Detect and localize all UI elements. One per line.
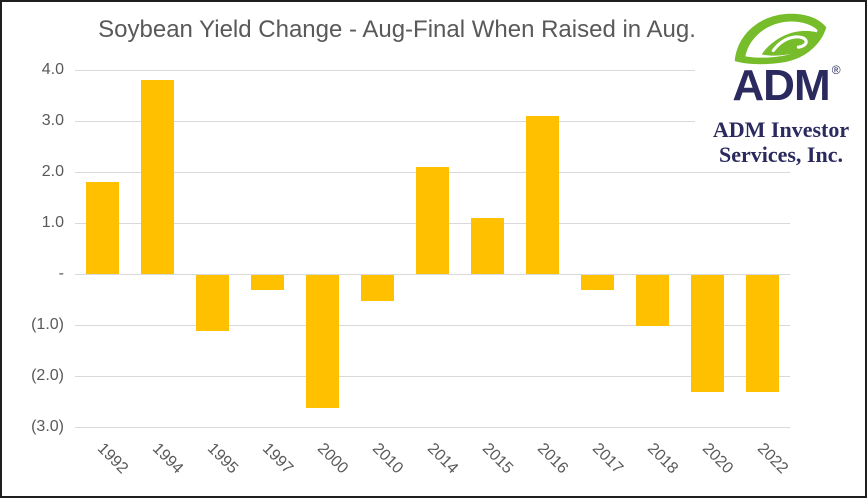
x-tick-label: 2000 xyxy=(313,440,351,478)
adm-wordmark-row: ADM ® xyxy=(732,61,840,110)
company-name-line1: ADM Investor xyxy=(712,117,850,142)
x-tick-label: 2018 xyxy=(643,440,681,478)
gridline xyxy=(75,274,790,275)
gridline xyxy=(75,325,790,326)
x-tick-label: 2015 xyxy=(478,440,516,478)
y-tick-label: 2.0 xyxy=(41,163,64,180)
x-tick-label: 1994 xyxy=(148,440,186,478)
x-tick-label: 2022 xyxy=(753,440,791,478)
company-name-line2: Services, Inc. xyxy=(718,142,843,167)
chart-title: Soybean Yield Change - Aug-Final When Ra… xyxy=(98,16,696,43)
y-tick-label: (2.0) xyxy=(31,367,64,384)
bar-2016 xyxy=(526,115,559,274)
x-tick-label: 2017 xyxy=(588,440,626,478)
adm-wordmark: ADM xyxy=(732,61,830,110)
bar-1992 xyxy=(86,182,119,274)
company-name: ADM Investor Services, Inc. xyxy=(713,117,849,167)
x-tick-label: 2014 xyxy=(423,440,461,478)
bar-1997 xyxy=(251,275,284,291)
x-tick-label: 1995 xyxy=(203,440,241,478)
adm-leaf-icon xyxy=(731,11,831,65)
bar-2018 xyxy=(636,275,669,326)
x-tick-label: 1997 xyxy=(258,440,296,478)
bar-1995 xyxy=(196,275,229,332)
bar-2022 xyxy=(746,275,779,393)
registered-trademark-icon: ® xyxy=(831,63,841,77)
bar-1994 xyxy=(141,80,174,274)
x-tick-label: 2010 xyxy=(368,440,406,478)
bar-2020 xyxy=(691,275,724,393)
y-tick-label: (1.0) xyxy=(31,316,64,333)
gridline xyxy=(75,121,790,122)
adm-logo-block: ADM ® ADM Investor Services, Inc. xyxy=(695,6,865,168)
gridline xyxy=(75,427,790,428)
bar-2015 xyxy=(471,217,504,274)
bar-2010 xyxy=(361,275,394,301)
y-tick-label: 4.0 xyxy=(41,61,64,78)
gridline xyxy=(75,376,790,377)
bar-2017 xyxy=(581,275,614,291)
y-tick-label: - xyxy=(58,265,64,282)
gridline xyxy=(75,70,790,71)
x-tick-label: 2016 xyxy=(533,440,571,478)
x-tick-label: 1992 xyxy=(93,440,131,478)
y-tick-label: 3.0 xyxy=(41,112,64,129)
bar-2014 xyxy=(416,166,449,274)
y-tick-label: (3.0) xyxy=(31,418,64,435)
bar-2000 xyxy=(306,275,339,408)
x-tick-label: 2020 xyxy=(698,440,736,478)
y-tick-label: 1.0 xyxy=(41,214,64,231)
